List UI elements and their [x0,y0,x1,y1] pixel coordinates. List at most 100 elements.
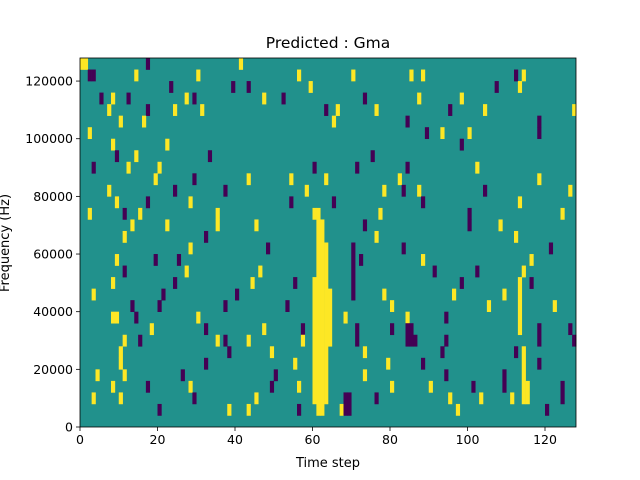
heatmap-cell [405,161,410,174]
heatmap-cell [448,104,453,116]
heatmap-cell [227,346,232,359]
heatmap-run [537,323,542,347]
heatmap-cell [293,277,298,289]
heatmap-cell [440,346,445,359]
heatmap-cell [297,403,302,416]
heatmap-cell [300,323,306,336]
heatmap-cell [390,380,395,393]
heatmap-cell [471,380,476,393]
heatmap-cell [173,277,178,289]
heatmap-cell [304,184,309,197]
heatmap-cell [114,150,120,163]
heatmap-cell [331,196,337,209]
heatmap-cell [204,357,209,370]
heatmap-cell [207,150,213,163]
heatmap-cell [188,380,193,393]
heatmap-cell [111,311,116,324]
heatmap-cell [87,207,92,220]
heatmap-cell [130,219,135,232]
heatmap-cell [138,334,143,347]
heatmap-cell [157,300,162,312]
heatmap-cell [362,219,368,232]
heatmap-cell [312,207,317,220]
heatmap-cell [324,104,329,116]
heatmap-cell [118,392,123,405]
heatmap-cell [196,311,201,324]
heatmap-cell [572,104,577,116]
heatmap-run [560,380,565,405]
heatmap-cell [382,184,387,197]
x-tick-label: 100 [456,432,480,447]
heatmap-cells [80,58,577,427]
heatmap-cell [521,69,526,82]
y-tick-label: 100000 [25,131,73,146]
heatmap-cell [455,403,461,416]
heatmap-cell [80,58,85,70]
heatmap-cell [351,69,356,82]
heatmap-cell [397,173,402,186]
heatmap-cell [254,392,259,405]
heatmap-cell [374,104,379,116]
heatmap-cell [153,173,158,186]
heatmap-cell [444,334,449,347]
heatmap-cell [300,334,306,347]
heatmap-cell [107,104,112,116]
heatmap-cell [289,173,294,186]
heatmap-cell [424,127,430,140]
heatmap-cell [502,380,507,393]
heatmap-cell [184,265,189,278]
heatmap-run [409,323,414,347]
heatmap-cell [215,207,220,220]
heatmap-cell [521,265,526,278]
heatmap-cell [308,81,313,93]
heatmap-cell [238,58,244,70]
heatmap-cell [548,242,554,255]
heatmap-cell [475,161,480,174]
heatmap-cell [149,323,154,336]
heatmap-cell [246,334,251,347]
heatmap-cell [475,265,480,278]
heatmap-cell [483,184,488,197]
heatmap-cell [343,311,348,324]
heatmap-cell [405,115,410,128]
plot-frame [79,57,577,428]
heatmap-cell [444,369,449,382]
x-axis-label: Time step [295,456,360,471]
heatmap-cell [223,334,228,347]
heatmap-cell [87,127,92,140]
heatmap-cell [413,334,418,347]
y-tick-label: 60000 [33,247,73,262]
heatmap-cell [401,242,406,255]
heatmap-cell [235,288,240,301]
heatmap-cell [111,277,116,289]
x-tick-label: 20 [150,432,166,447]
x-tick-label: 80 [382,432,398,447]
heatmap-cell [467,219,472,232]
heatmap-cell [421,69,426,82]
heatmap-cell [215,334,220,347]
heatmap-run [525,380,530,405]
heatmap-cell [537,127,542,140]
heatmap-cell [440,127,445,140]
y-tick-label: 0 [65,420,73,435]
heatmap-cell [409,69,414,82]
heatmap-cell [184,92,189,105]
heatmap-cell [161,288,166,301]
heatmap-cell [111,138,116,151]
heatmap-cell [483,104,488,116]
heatmap-cell [374,230,379,243]
heatmap-run [320,219,325,416]
heatmap-cell [111,92,116,105]
heatmap-cell [231,81,236,93]
heatmap-run [355,323,360,347]
x-tick-label: 40 [227,432,243,447]
heatmap-cell [122,334,127,347]
heatmap-cell [246,173,251,186]
heatmap-cell [467,207,472,220]
heatmap-cell [176,254,182,266]
heatmap-cell [432,265,437,278]
heatmap-cell [401,184,406,197]
heatmap-cell [99,92,104,105]
heatmap-cell [514,346,519,359]
